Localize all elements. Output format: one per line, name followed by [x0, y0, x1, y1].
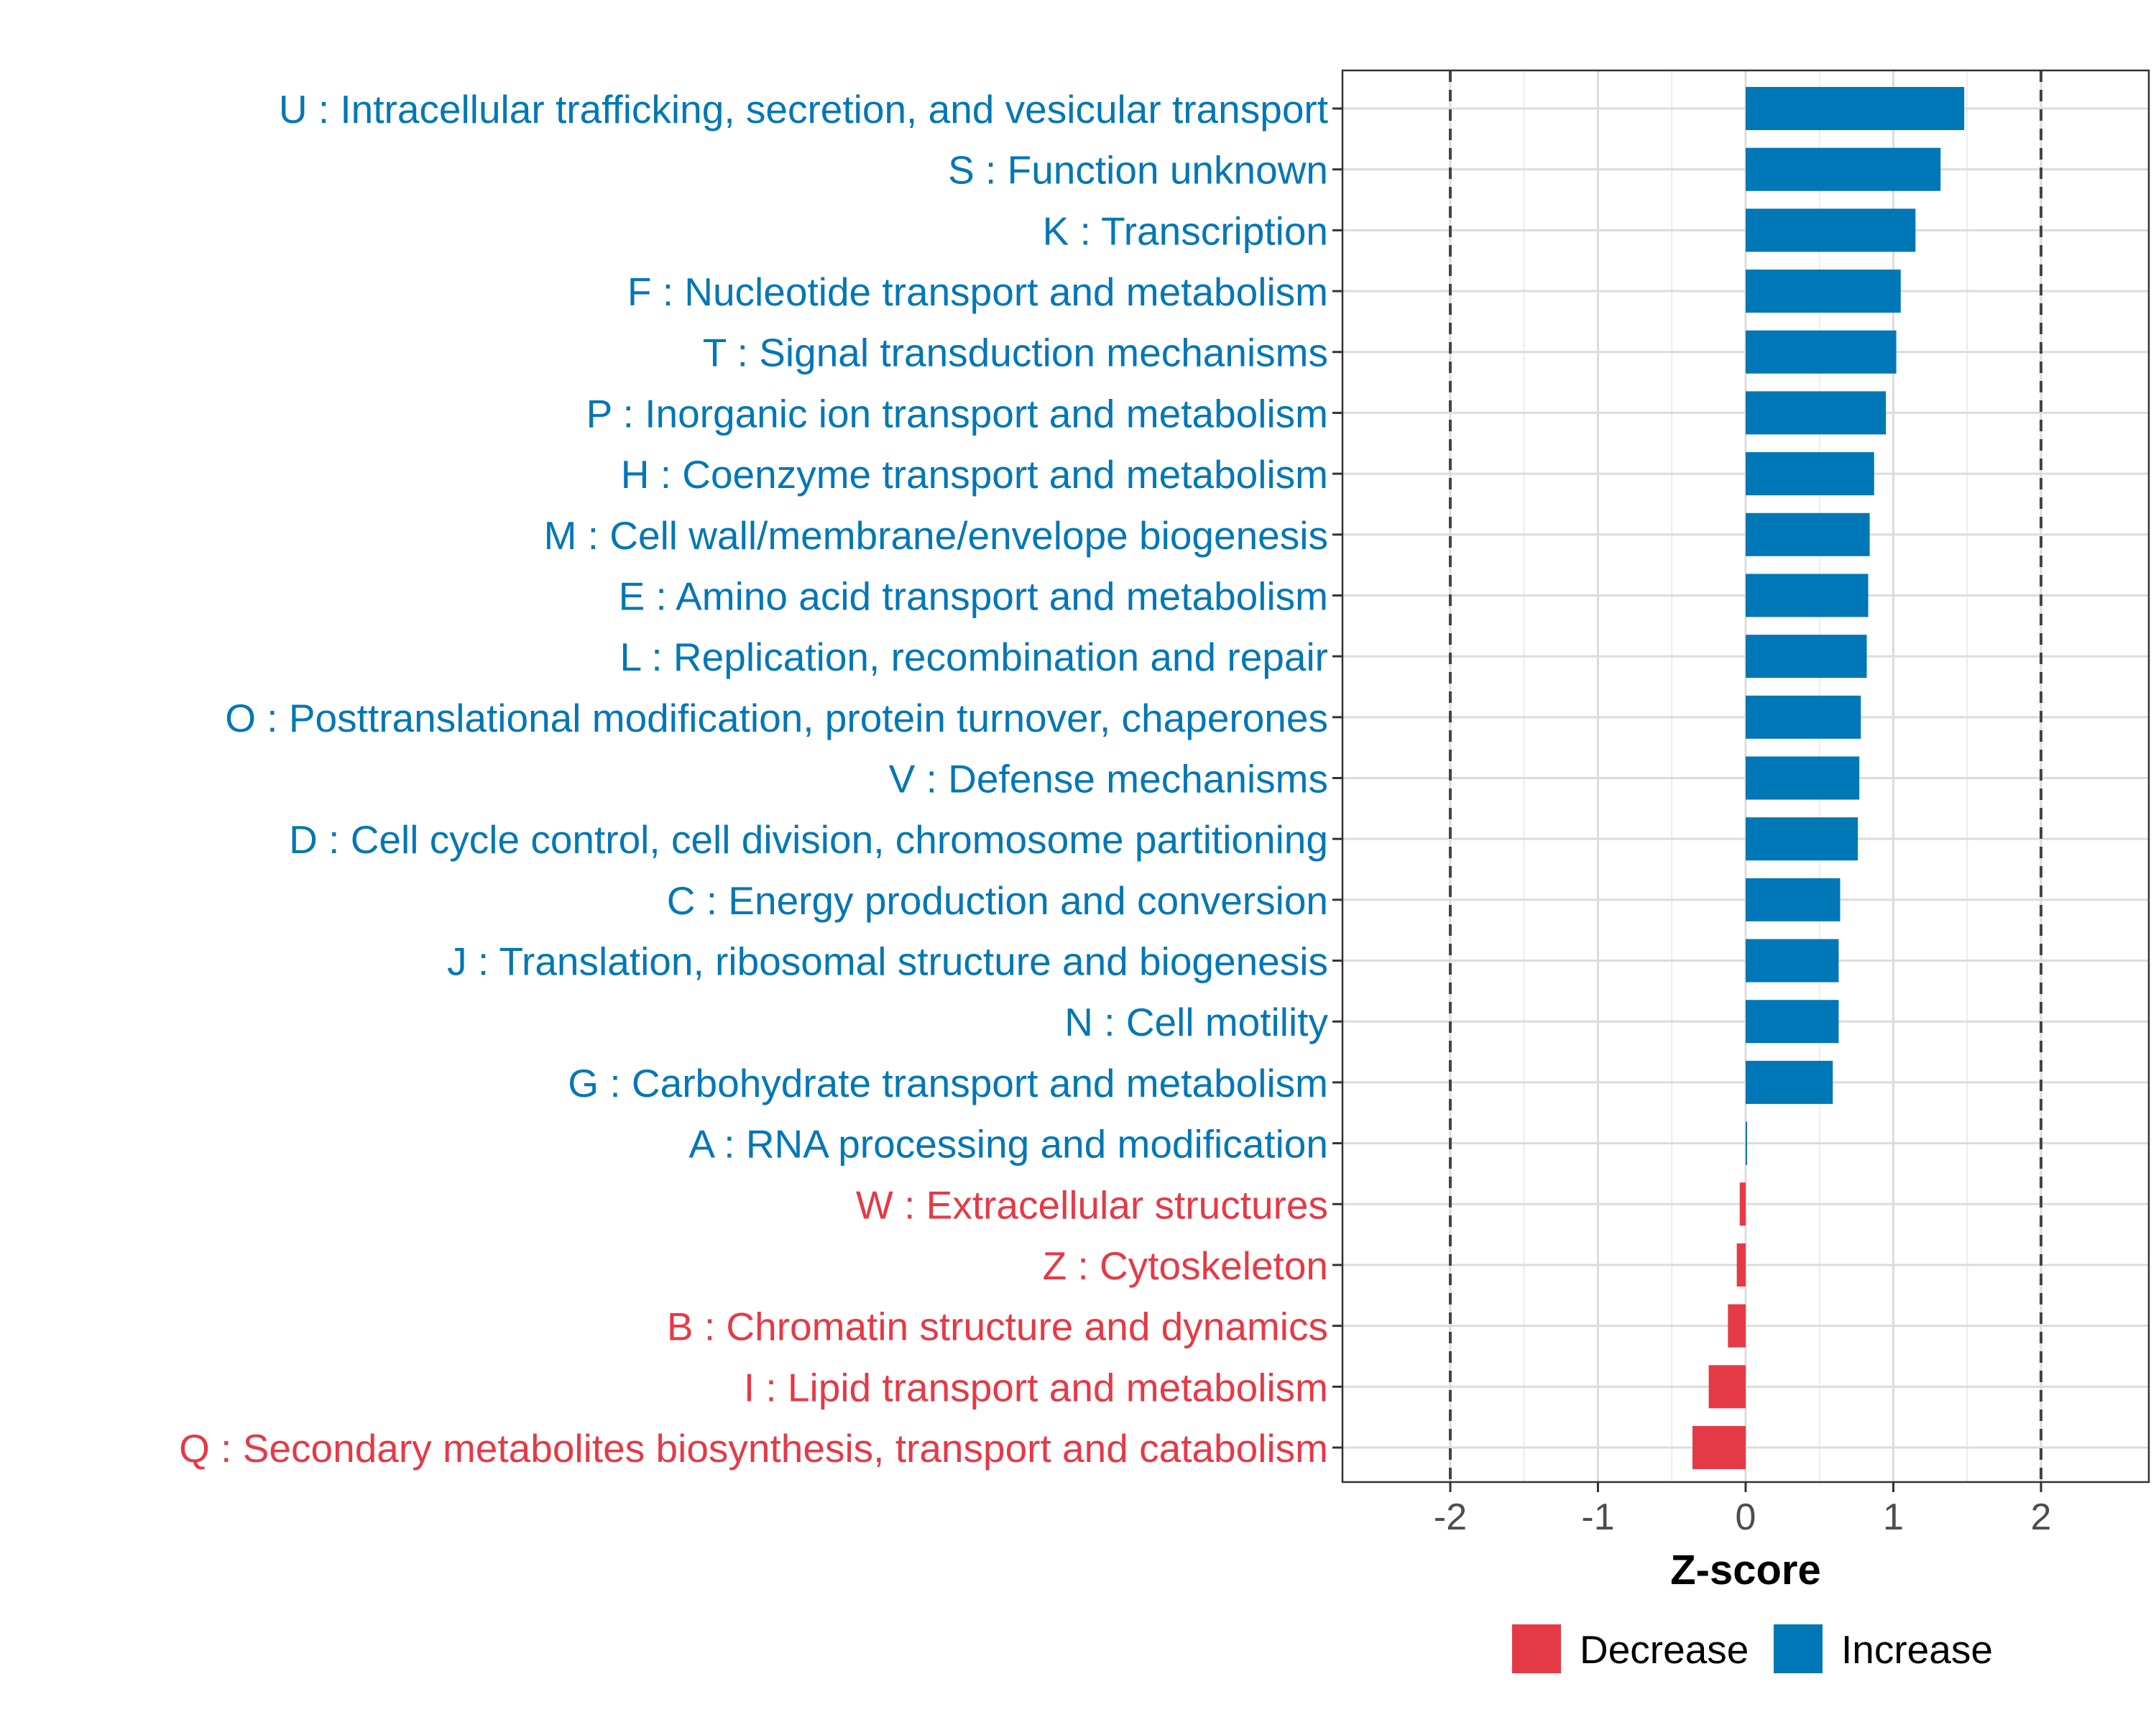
bar — [1746, 1000, 1839, 1044]
category-label: T : Signal transduction mechanisms — [703, 331, 1328, 375]
category-label: C : Energy production and conversion — [667, 878, 1328, 923]
category-label: K : Transcription — [1043, 208, 1328, 253]
category-label: S : Function unknown — [948, 148, 1328, 193]
x-axis-title: Z-score — [1670, 1547, 1821, 1593]
bar — [1746, 695, 1861, 739]
legend-swatch — [1512, 1624, 1561, 1673]
x-tick-label: -2 — [1434, 1496, 1467, 1538]
category-label: M : Cell wall/membrane/envelope biogenes… — [544, 513, 1328, 558]
legend-label: Decrease — [1580, 1627, 1749, 1672]
bar — [1728, 1304, 1746, 1348]
legend-label: Increase — [1841, 1627, 1993, 1672]
bar — [1746, 756, 1860, 800]
category-label: A : RNA processing and modification — [688, 1122, 1328, 1167]
bar — [1746, 574, 1869, 617]
category-label: D : Cell cycle control, cell division, c… — [289, 817, 1328, 862]
category-label: W : Extracellular structures — [856, 1182, 1328, 1227]
category-label: E : Amino acid transport and metabolism — [619, 574, 1328, 618]
category-label: V : Defense mechanisms — [889, 757, 1328, 801]
category-label: Q : Secondary metabolites biosynthesis, … — [179, 1426, 1328, 1471]
bar — [1746, 208, 1916, 252]
bar — [1746, 878, 1841, 921]
legend-swatch — [1774, 1624, 1823, 1673]
category-label: I : Lipid transport and metabolism — [744, 1365, 1328, 1409]
x-axis: -2 -1 0 1 2 — [1434, 1482, 2052, 1538]
bars — [1692, 87, 1965, 1469]
bar — [1746, 1121, 1747, 1165]
bar — [1746, 512, 1870, 556]
bar — [1736, 1243, 1746, 1287]
bar — [1739, 1182, 1746, 1226]
bar — [1746, 147, 1941, 191]
legend: Decrease Increase — [1512, 1624, 1993, 1673]
bar — [1746, 87, 1965, 130]
bar — [1746, 817, 1858, 861]
bar — [1746, 452, 1874, 496]
category-label: O : Posttranslational modification, prot… — [225, 696, 1328, 740]
bar — [1746, 1060, 1833, 1104]
bar — [1746, 391, 1886, 435]
x-tick-label: 0 — [1736, 1496, 1756, 1538]
category-label: L : Replication, recombination and repai… — [620, 635, 1328, 679]
bar — [1746, 635, 1867, 678]
category-label: F : Nucleotide transport and metabolism — [627, 270, 1328, 314]
category-label: P : Inorganic ion transport and metaboli… — [586, 391, 1328, 436]
category-label: H : Coenzyme transport and metabolism — [621, 452, 1328, 497]
bar — [1746, 939, 1839, 983]
category-label: J : Translation, ribosomal structure and… — [447, 939, 1328, 984]
bar — [1746, 330, 1897, 374]
x-tick-label: -1 — [1581, 1496, 1614, 1538]
x-tick-label: 1 — [1883, 1496, 1904, 1538]
y-axis: U : Intracellular trafficking, secretion… — [179, 87, 1342, 1471]
category-label: N : Cell motility — [1064, 1000, 1328, 1044]
category-label: B : Chromatin structure and dynamics — [667, 1305, 1328, 1349]
bar — [1708, 1365, 1746, 1409]
category-label: Z : Cytoskeleton — [1043, 1243, 1328, 1288]
bar — [1692, 1426, 1746, 1469]
x-tick-label: 2 — [2031, 1496, 2052, 1538]
threshold-lines — [1449, 70, 2042, 1482]
category-label: G : Carbohydrate transport and metabolis… — [568, 1061, 1328, 1105]
category-label: U : Intracellular trafficking, secretion… — [279, 87, 1328, 132]
bar — [1746, 270, 1901, 313]
